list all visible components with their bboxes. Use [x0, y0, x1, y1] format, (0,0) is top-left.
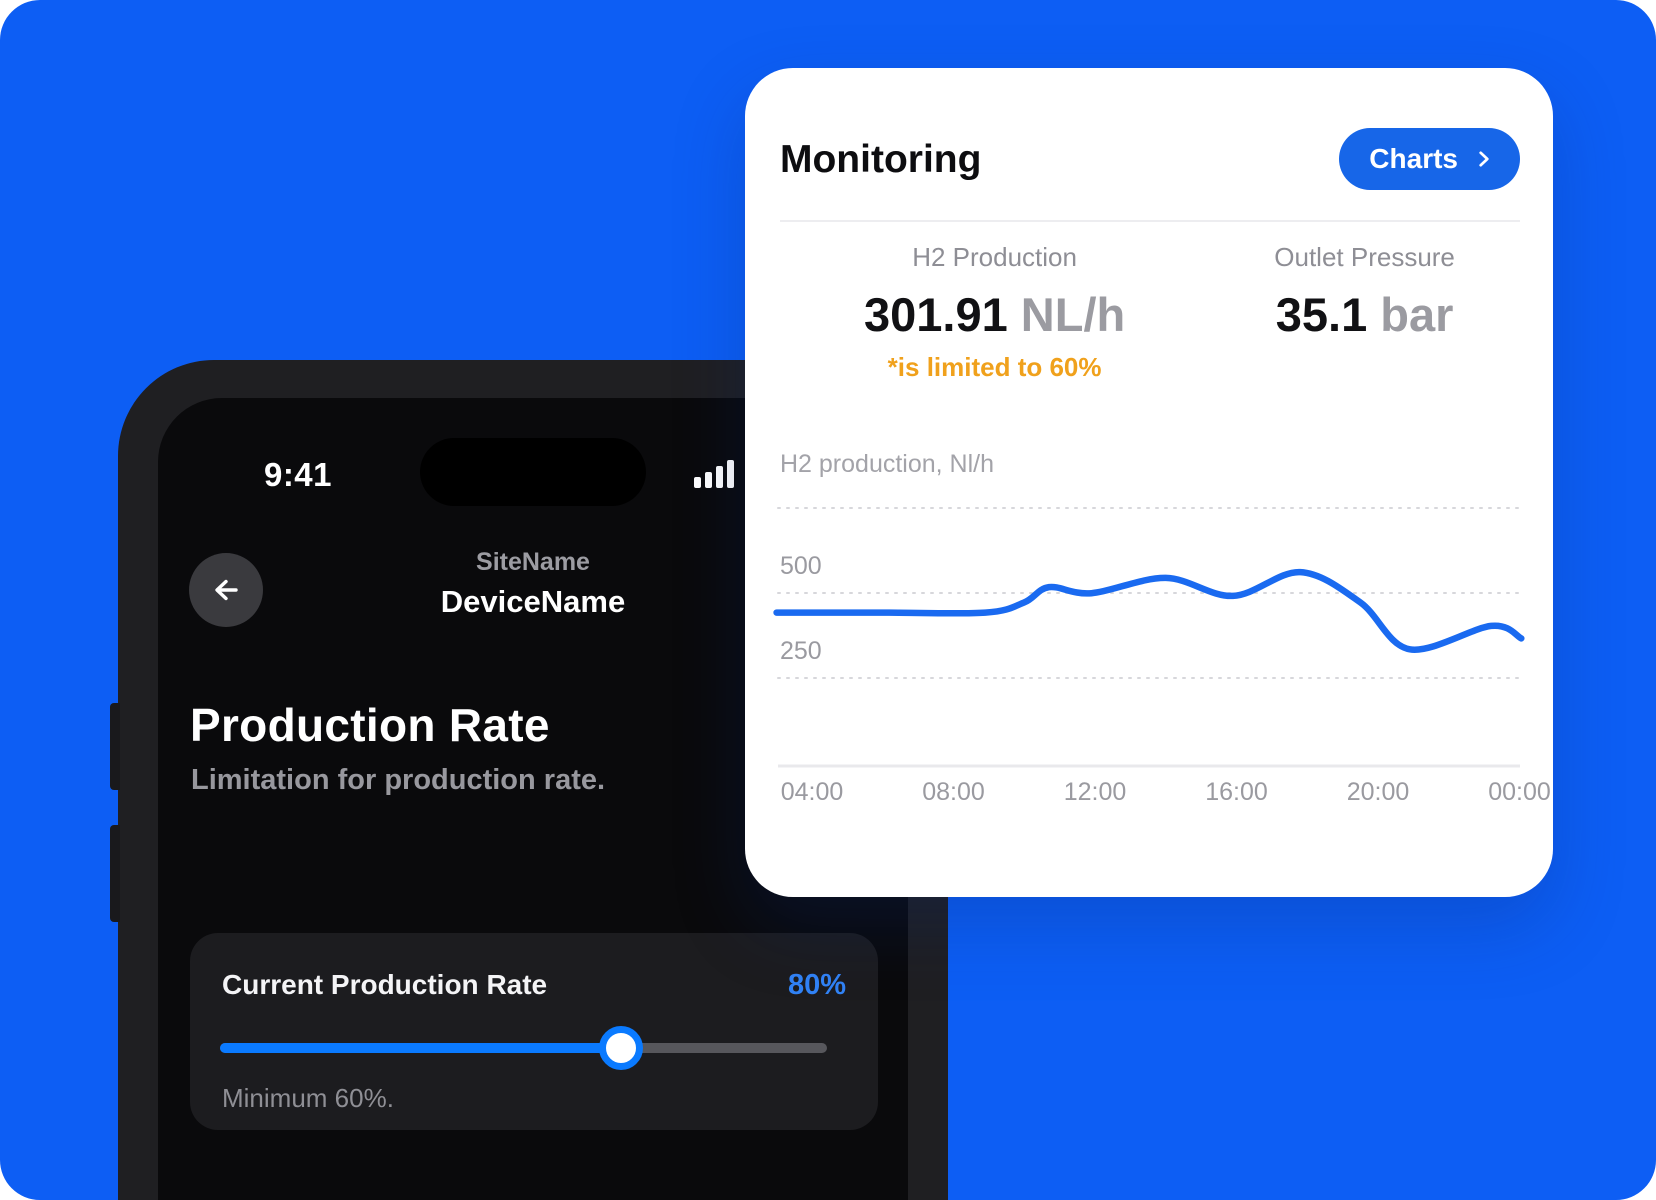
stat-note: [1209, 352, 1520, 382]
svg-text:250: 250: [780, 637, 822, 665]
charts-button[interactable]: Charts: [1339, 128, 1520, 190]
production-rate-card: Current Production Rate 80% Minimum 60%.: [190, 933, 878, 1130]
slider-label: Current Production Rate: [222, 969, 548, 1000]
svg-text:12:00: 12:00: [1064, 778, 1127, 806]
page-subtitle: Limitation for production rate.: [191, 764, 606, 796]
back-button[interactable]: [189, 553, 263, 627]
site-name-label: SiteName: [476, 548, 590, 576]
svg-text:08:00: 08:00: [922, 778, 985, 806]
stat-label: Outlet Pressure: [1274, 242, 1455, 272]
monitoring-title: Monitoring: [780, 138, 982, 181]
stat-label: H2 Production: [912, 242, 1077, 272]
stat-value: 301.91 NL/h: [863, 288, 1126, 341]
stats-row: H2 Production 301.91 NL/h *is limited to…: [780, 242, 1520, 383]
production-rate-slider[interactable]: [220, 1026, 827, 1070]
slider-fill: [220, 1043, 621, 1053]
svg-text:00:00: 00:00: [1488, 778, 1551, 806]
volume-up-button[interactable]: [110, 703, 120, 790]
stat-unit: NL/h: [1020, 288, 1126, 341]
arrow-left-icon: [215, 579, 238, 601]
svg-text:04:00: 04:00: [781, 778, 844, 806]
signal-bars-icon: [694, 460, 734, 488]
slider-value: 80%: [787, 969, 846, 1001]
svg-text:500: 500: [780, 552, 822, 580]
stat-outlet-pressure: Outlet Pressure 35.1 bar: [1209, 242, 1520, 383]
status-time: 9:41: [263, 456, 333, 493]
stat-h2-production: H2 Production 301.91 NL/h *is limited to…: [780, 242, 1209, 383]
h2-production-chart: 500 250 04:00 08:00 12:00 16:00 20:00 00:00: [773, 507, 1551, 806]
stat-value: 35.1 bar: [1275, 288, 1454, 341]
device-name-label: DeviceName: [440, 584, 626, 619]
divider: [780, 220, 1520, 222]
slider-thumb[interactable]: [599, 1026, 643, 1070]
chevron-right-icon: [1479, 151, 1489, 167]
page-title: Production Rate: [190, 699, 550, 751]
svg-text:16:00: 16:00: [1205, 778, 1268, 806]
monitoring-card: Monitoring Charts H2 Production 301.91 N…: [745, 68, 1553, 897]
stat-unit: bar: [1380, 288, 1454, 341]
chart-title: H2 production, Nl/h: [780, 450, 995, 478]
volume-down-button[interactable]: [110, 825, 120, 922]
slider-hint: Minimum 60%.: [222, 1083, 394, 1113]
dynamic-island: [420, 438, 646, 506]
svg-text:20:00: 20:00: [1347, 778, 1410, 806]
stat-note: *is limited to 60%: [887, 352, 1102, 382]
